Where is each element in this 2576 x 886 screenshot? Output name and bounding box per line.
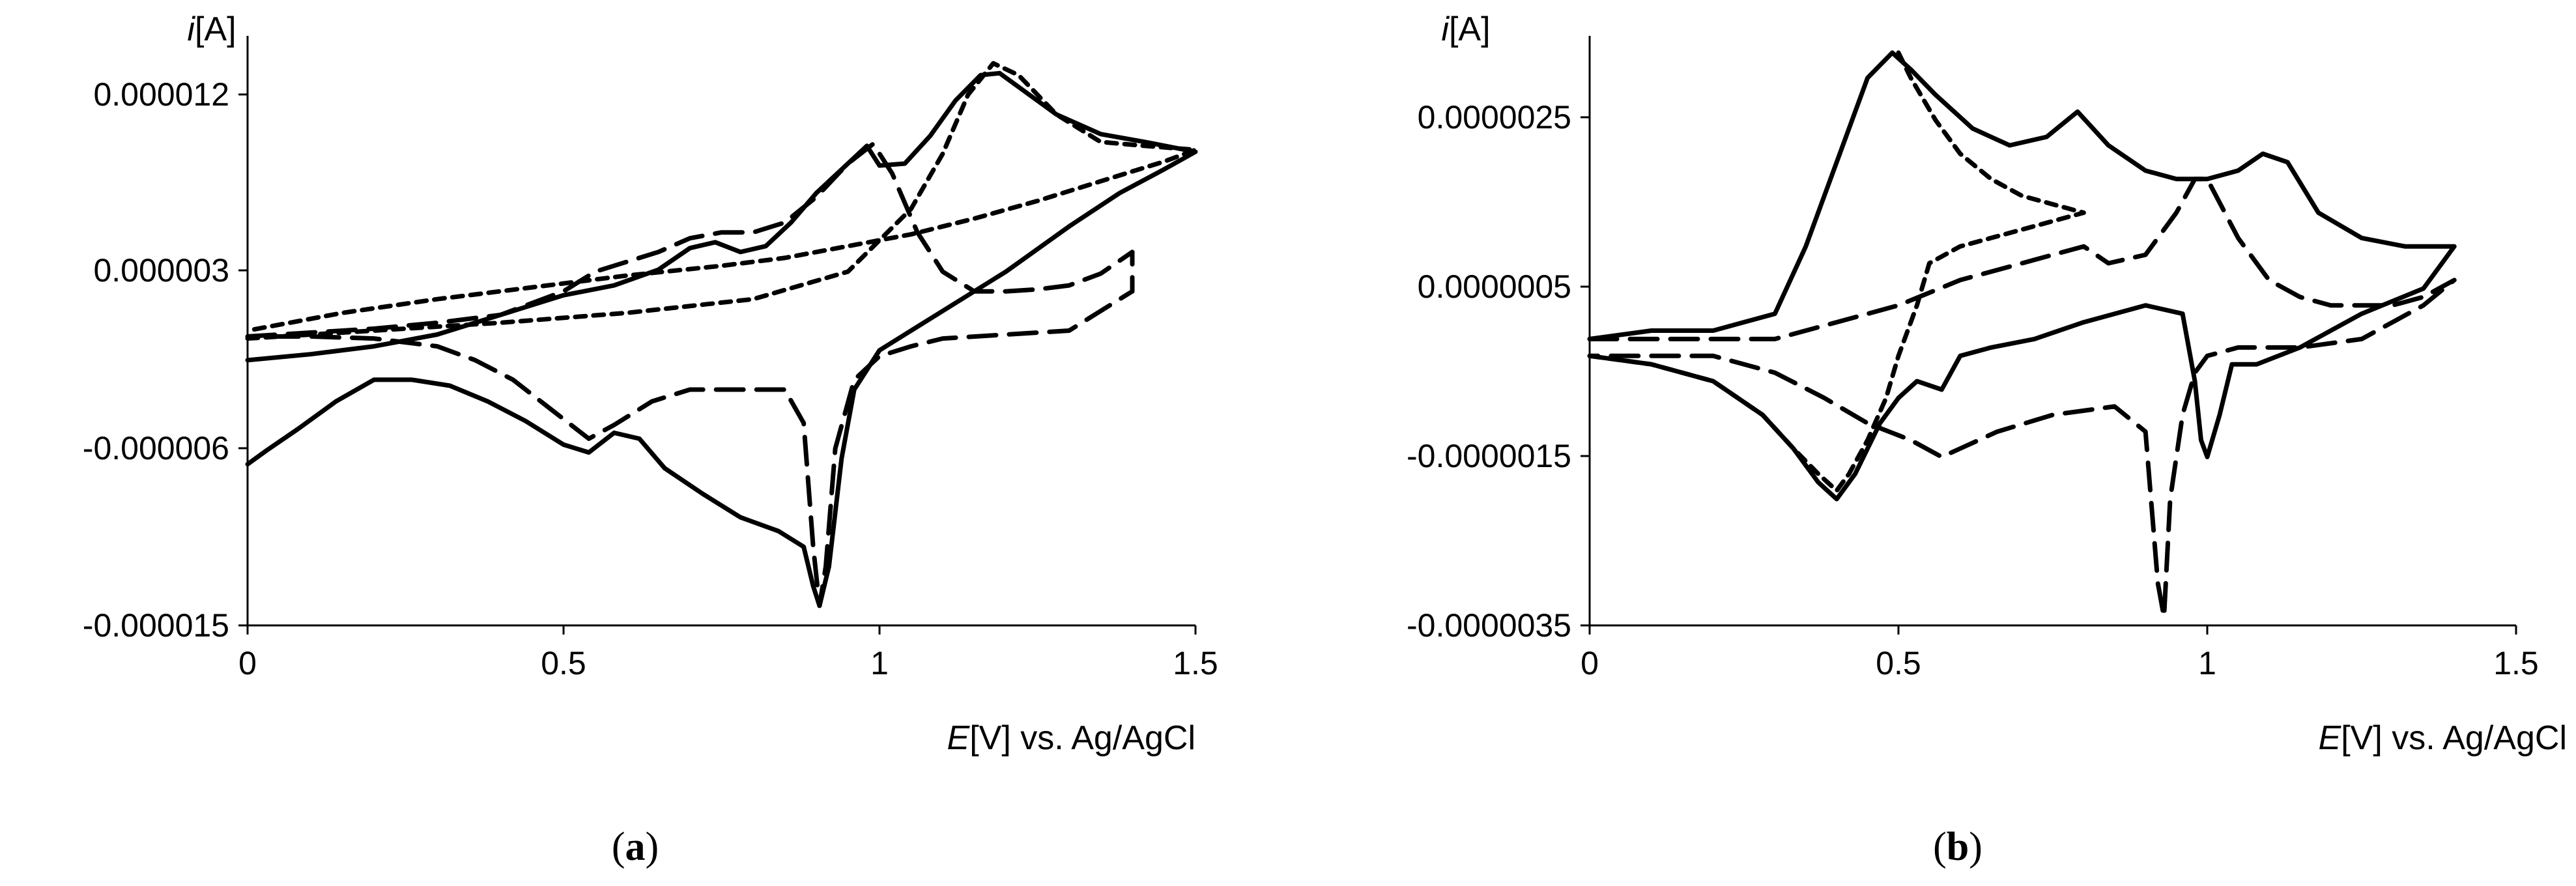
panel-a-series-solid-curve — [245, 70, 1198, 608]
panel-b-y-title-symbol: i — [1441, 10, 1450, 48]
panel-b-x-axis-title: E[V] vs. Ag/AgCl — [2319, 719, 2568, 757]
panel-a-y-tick-label: 0.000003 — [93, 252, 229, 289]
panel-a-x-axis-title: E[V] vs. Ag/AgCl — [947, 719, 1196, 757]
panel-b-series-solid-curve — [1587, 50, 2457, 502]
panel-b-x-tick-label: 1.5 — [2493, 645, 2539, 681]
panel-a-y-title-unit: [A] — [195, 10, 236, 48]
panel-a-series-long-dash-curve — [245, 141, 1135, 608]
panel-b-y-tick-label: 0.0000005 — [1418, 268, 1571, 305]
panel-a-y-tick-label: 0.000012 — [93, 76, 229, 113]
panel-b-x-tick-label: 0.5 — [1876, 645, 1921, 681]
panel-b-x-tick-label: 1 — [2198, 645, 2216, 681]
panel-a-y-title-symbol: i — [187, 10, 195, 48]
panel-a-x-tick-label: 1.5 — [1173, 645, 1218, 681]
panel-b-label-letter: b — [1947, 825, 1969, 869]
panel-b-y-title-unit: [A] — [1449, 10, 1491, 48]
panel-a-y-tick-label: -0.000015 — [83, 607, 229, 644]
panel-b-y-axis-title: i[A] — [1441, 10, 1490, 48]
panel-b-x-tick-label: 0 — [1581, 645, 1599, 681]
panel-b-y-tick-label: -0.0000015 — [1407, 438, 1571, 474]
panel-b-x-title-symbol: E — [2319, 719, 2342, 757]
panel-b-x-title-rest: [V] vs. Ag/AgCl — [2341, 719, 2567, 757]
panel-a-label: (a) — [612, 825, 659, 869]
panel-a-x-tick-label: 0.5 — [541, 645, 586, 681]
panel-b-series-long-dash-curve — [1587, 177, 2457, 620]
panel-a-x-tick-label: 0 — [238, 645, 257, 681]
panel-b-y-tick-label: -0.0000035 — [1407, 607, 1571, 644]
panel-a-x-title-symbol: E — [947, 719, 971, 757]
panel-b-series-short-dash-curve — [1587, 50, 2086, 493]
panel-a-x-tick-label: 1 — [870, 645, 889, 681]
panel-a-label-letter: a — [625, 825, 646, 869]
panel-b-label: (b) — [1933, 825, 1982, 869]
panel-a-y-axis-title: i[A] — [187, 10, 236, 48]
panel-a-x-title-rest: [V] vs. Ag/AgCl — [969, 719, 1195, 757]
panel-a-series-short-dash-curve — [245, 61, 1198, 341]
panel-a-y-tick-label: -0.000006 — [83, 430, 229, 466]
panel-b-y-tick-label: 0.0000025 — [1418, 99, 1571, 136]
panel-a: i[A] E[V] vs. Ag/AgCl (a) 0 0.5 1 1.5 0.0000… — [83, 10, 1218, 869]
panel-b: i[A] E[V] vs. Ag/AgCl (b) 0 0.5 1 1.5 0.0000… — [1407, 10, 2567, 869]
